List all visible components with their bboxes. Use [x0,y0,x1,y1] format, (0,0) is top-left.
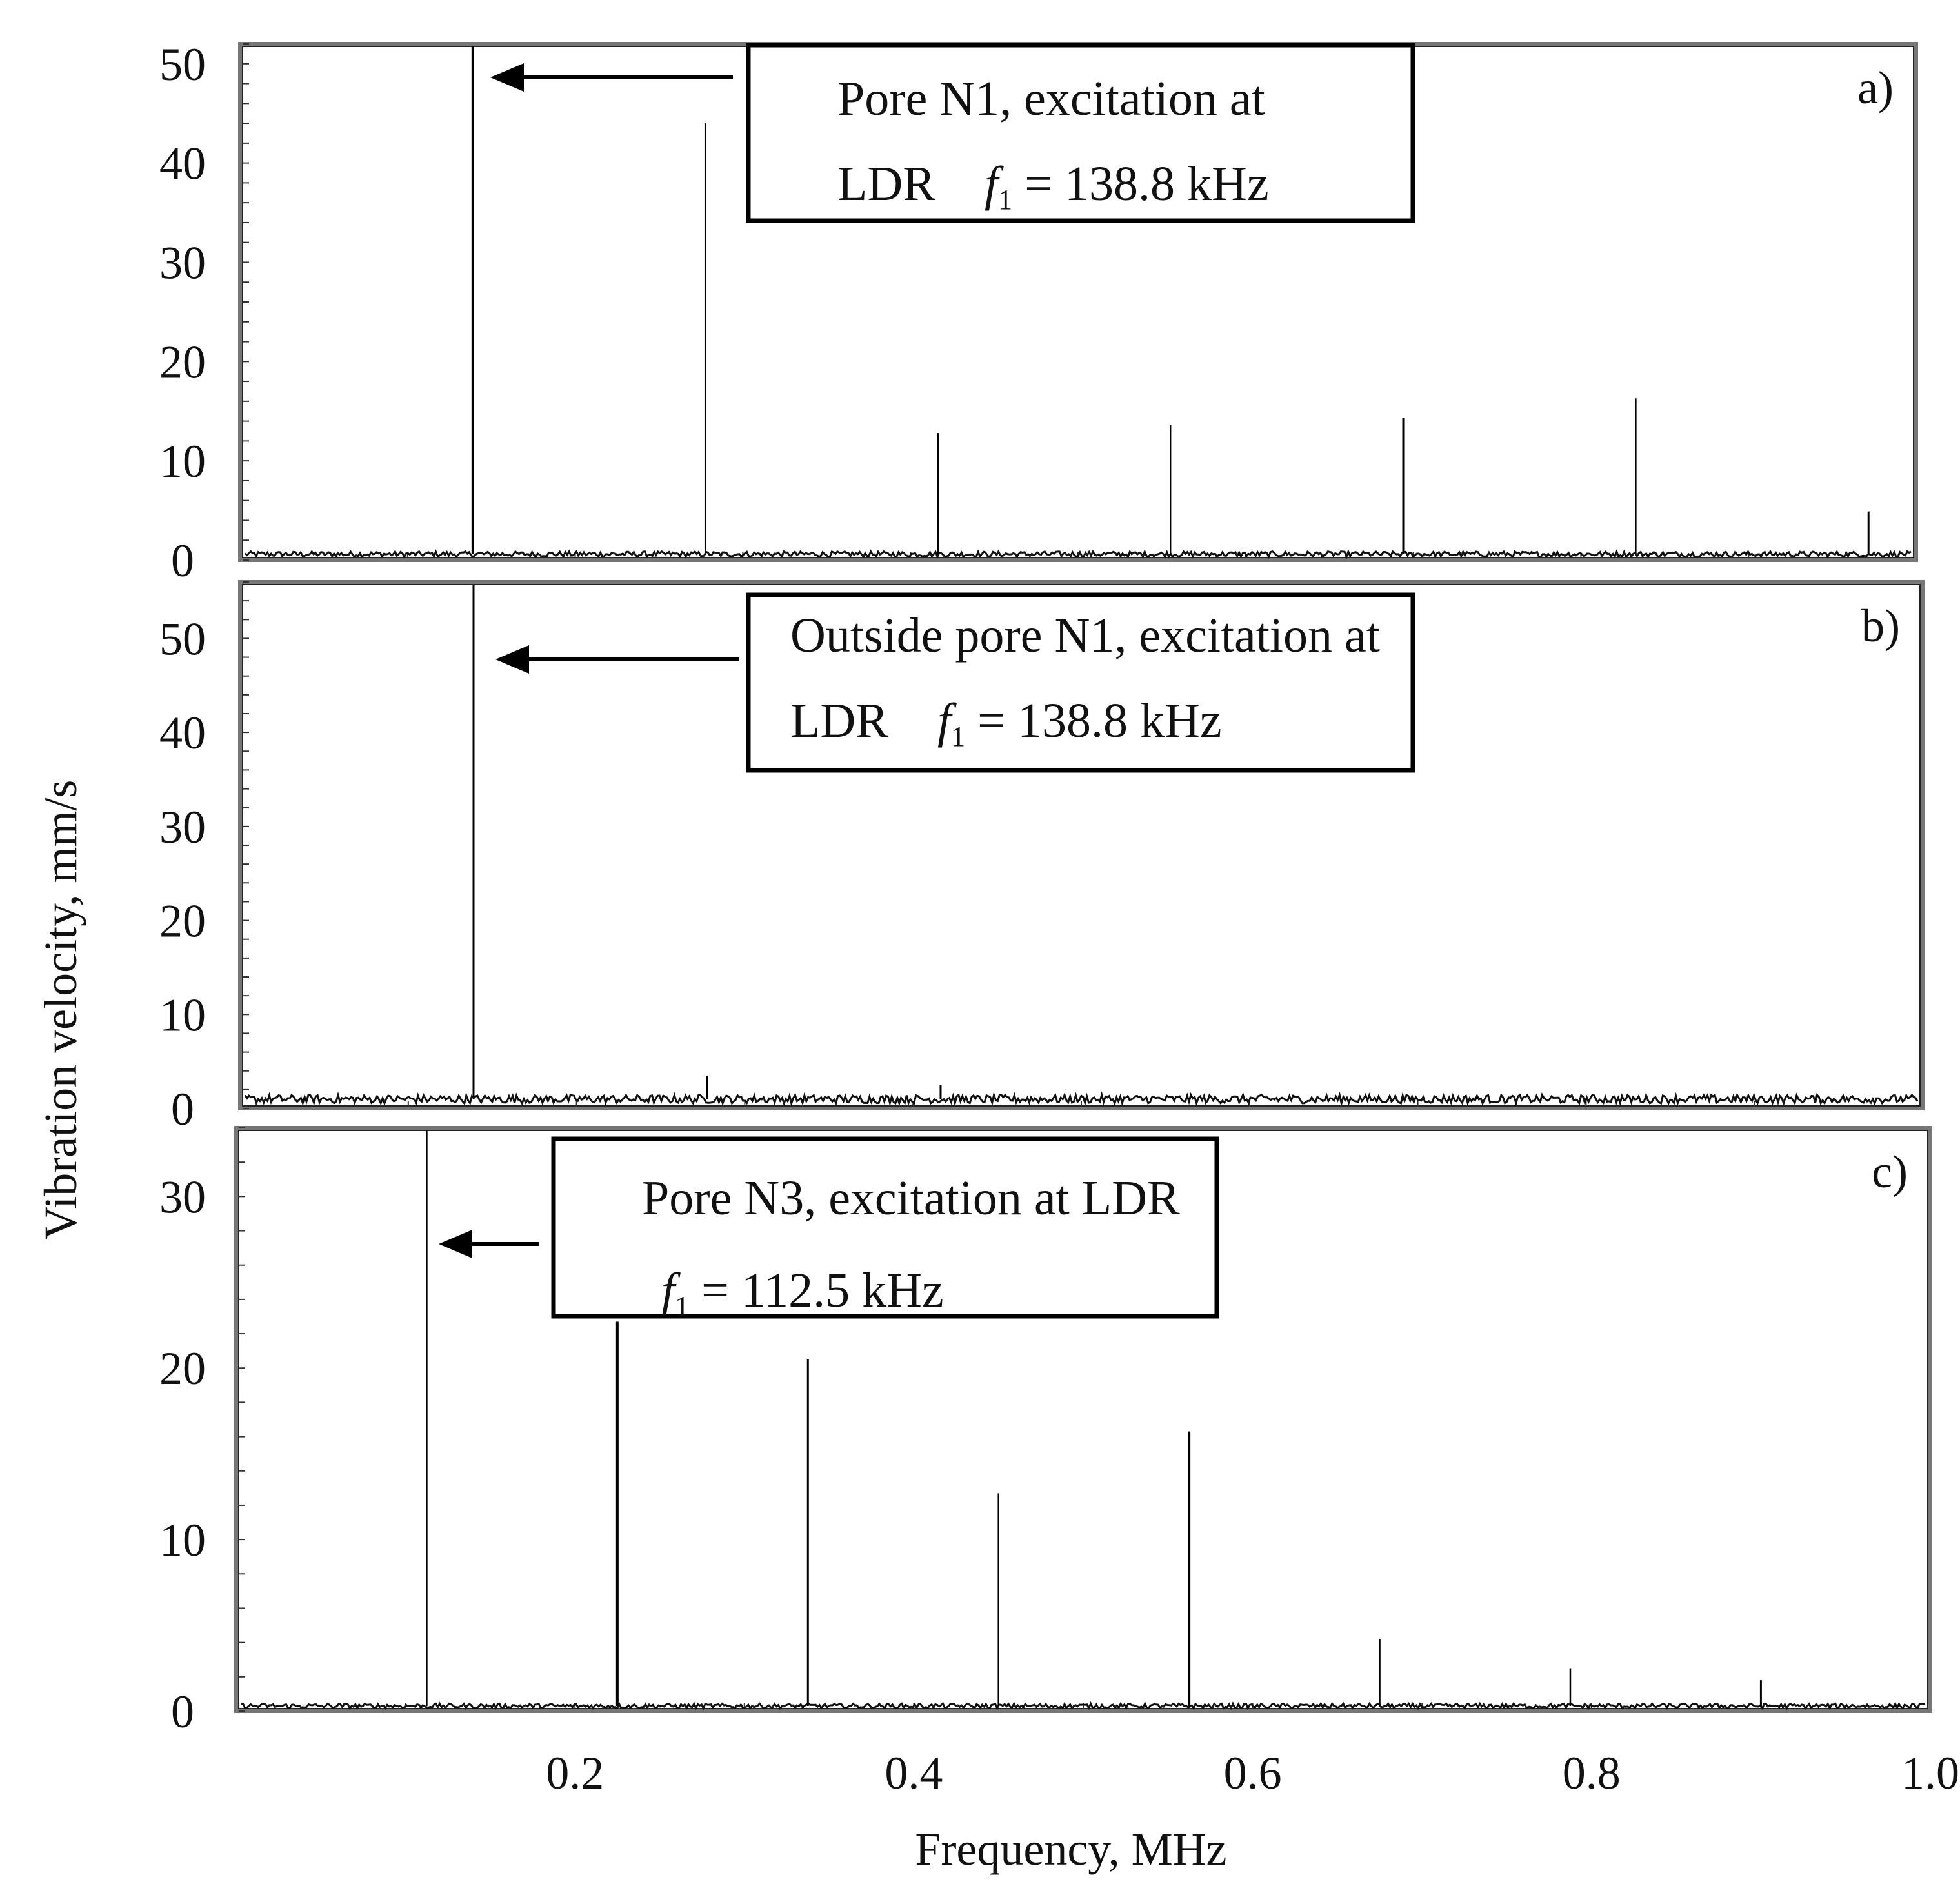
annotation-text-group: Pore N3, excitation at LDR f1 = 112.5 kHz [642,1171,1180,1322]
noise-baseline [244,548,1912,560]
y-tick-label: 0 [171,1083,194,1135]
annotation-arrow-head [490,63,524,92]
y-tick-label: 0 [171,1686,194,1738]
annotation-box [746,43,1415,223]
annotation-text-group: Pore N1, excitation at LDR f1 = 138.8 kHz [837,72,1269,216]
x-tick-label: 0.2 [546,1747,604,1799]
panel-a: 0 10 20 30 40 50 a) Pore N1, excitation at LDR f… [159,39,1918,587]
y-tick-label: 40 [159,707,206,759]
x-tick-label: 0.6 [1224,1747,1282,1799]
noise-baseline [244,1091,1919,1107]
y-tick-label: 40 [159,138,206,190]
annotation-line-1: Pore N1, excitation at [837,72,1265,126]
annotation-line-1: Pore N3, excitation at LDR [642,1171,1180,1225]
y-tick-label: 10 [159,436,206,487]
x-tick-label: 0.4 [885,1747,943,1799]
y-tick-label: 10 [159,1514,206,1566]
y-tick-label: 0 [171,535,194,587]
y-tick-label: 10 [159,989,206,1041]
panel-label: c) [1872,1146,1908,1198]
annotation-line-2: f1 = 112.5 kHz [661,1263,944,1322]
annotation-line-1: Outside pore N1, excitation at [790,608,1380,663]
annotation-arrow-head [439,1230,472,1258]
x-axis-title: Frequency, MHz [915,1823,1226,1875]
y-tick-label: 50 [159,39,206,90]
panel-b: 0 10 20 30 40 50 b) Outside pore N1, excitation… [159,580,1925,1135]
annotation-text-group: Outside pore N1, excitation at LDR f1 = 1… [790,608,1380,752]
x-tick-label: 0.8 [1563,1747,1621,1799]
annotation-line-2: LDR f1 = 138.8 kHz [790,694,1222,752]
y-tick-label: 20 [159,336,206,388]
y-tick-label: 20 [159,1343,206,1394]
annotation-line-2: LDR f1 = 138.8 kHz [837,157,1269,216]
y-tick-label: 50 [159,613,206,665]
panel-c: 0 10 20 30 0.2 0.4 0.6 0.8 1.0 c) Pore N3, excitat… [159,1126,1959,1799]
y-axis-title: Vibration velocity, mm/s [35,780,86,1240]
annotation-box [746,592,1415,773]
y-tick-label: 30 [159,1171,206,1223]
y-tick-label: 30 [159,801,206,853]
panels-group: 0 10 20 30 40 50 a) Pore N1, excitation at LDR f… [159,39,1959,1799]
y-tick-label: 30 [159,237,206,288]
panel-label: a) [1857,62,1894,114]
noise-baseline [241,1701,1926,1711]
y-tick-label: 20 [159,896,206,947]
annotation-box [551,1136,1219,1319]
panel-label: b) [1861,600,1900,652]
x-tick-label: 1.0 [1901,1747,1959,1799]
annotation-arrow-head [495,645,529,674]
